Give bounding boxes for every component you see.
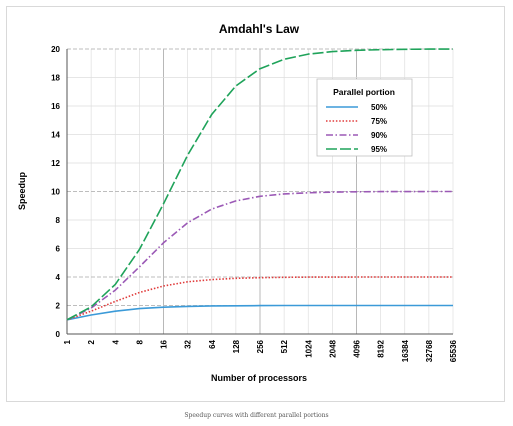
y-tick-label: 20 [51,45,60,54]
x-tick-label: 32768 [425,339,434,362]
y-axis-label: Speedup [17,172,27,211]
legend-box [316,78,413,157]
x-tick-label: 65536 [449,339,458,362]
x-tick-label: 256 [256,339,265,353]
x-tick-label: 16384 [401,339,410,362]
series-line-50pct [66,304,453,321]
y-tick-label: 18 [51,74,60,83]
x-tick-label: 2 [87,339,96,344]
x-tick-label: 4096 [353,339,362,357]
x-tick-label: 128 [232,339,241,353]
series-line-90pct [66,190,453,321]
chart-title: Amdahl's Law [219,22,300,36]
x-tick-label: 16 [160,339,169,348]
y-tick-label: 4 [56,273,61,282]
amdahl-chart: Amdahl's Law Speedup Number of processor… [17,22,458,383]
y-tick-label: 10 [51,188,60,197]
y-tick-label: 8 [56,216,61,225]
x-tick-label: 512 [280,339,289,353]
legend-title: Parallel portion [333,87,395,97]
y-tick-label: 14 [51,131,60,140]
series-layer [66,48,453,321]
x-tick-label: 64 [208,339,217,348]
legend-label: 90% [371,131,387,140]
legend: Parallel portion 50% 75% 90% 95% [316,78,413,157]
y-tick-label: 0 [56,330,61,339]
x-tick-label: 1024 [304,339,313,357]
x-axis-label: Number of processors [211,373,307,383]
x-tick-label: 8 [135,339,144,344]
x-tick-label: 1 [63,339,72,344]
y-tick-label: 2 [56,302,61,311]
legend-label: 95% [371,145,387,154]
x-tick-label: 2048 [328,339,337,357]
y-tick-label: 12 [51,159,60,168]
series-line-75pct [66,276,453,321]
x-tick-label: 4 [111,339,120,344]
y-tick-label: 16 [51,102,60,111]
legend-label: 75% [371,117,387,126]
legend-label: 50% [371,103,387,112]
x-tick-label: 32 [184,339,193,348]
x-tick-label: 8192 [377,339,386,357]
figure-caption: Speedup curves with different parallel p… [184,412,329,419]
y-tick-label: 6 [56,245,61,254]
series-line-95pct [66,48,453,321]
